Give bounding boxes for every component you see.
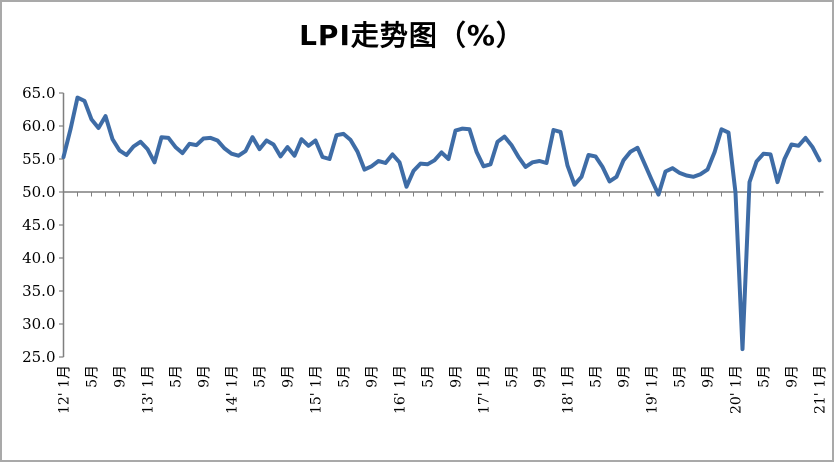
x-axis-tick-label: 20' 1月 — [729, 365, 745, 414]
y-axis-tick-label: 65.0 — [22, 84, 55, 102]
x-axis-tick-label: 5月 — [505, 365, 521, 388]
y-axis-tick-label: 25.0 — [22, 348, 55, 366]
x-axis-tick-label: 5月 — [421, 365, 437, 388]
chart-title: LPI走势图（%） — [299, 19, 525, 52]
x-axis-tick-label: 19' 1月 — [645, 365, 661, 414]
x-axis-tick-label: 5月 — [673, 365, 689, 388]
y-axis-tick-label: 40.0 — [22, 249, 55, 267]
x-axis-tick-label: 9月 — [701, 365, 717, 388]
x-axis-tick-label: 5月 — [337, 365, 353, 388]
x-axis-tick-label: 9月 — [365, 365, 381, 388]
x-axis-tick-label: 12' 1月 — [57, 365, 73, 414]
x-axis-tick-label: 9月 — [617, 365, 633, 388]
y-axis-tick-label: 45.0 — [22, 216, 55, 234]
x-axis-tick-label: 5月 — [253, 365, 269, 388]
x-axis-tick-label: 21' 1月 — [813, 365, 829, 414]
x-axis-tick-label: 17' 1月 — [477, 365, 493, 414]
x-axis-tick-label: 9月 — [785, 365, 801, 388]
x-axis-tick-label: 9月 — [449, 365, 465, 388]
x-axis-tick-label: 5月 — [169, 365, 185, 388]
x-axis-tick-label: 9月 — [113, 365, 129, 388]
lpi-series-line — [61, 95, 822, 352]
x-axis-tick-label: 9月 — [533, 365, 549, 388]
x-axis-tick-label: 5月 — [757, 365, 773, 388]
x-axis-tick-label: 14' 1月 — [225, 365, 241, 414]
x-axis-tick-label: 9月 — [197, 365, 213, 388]
y-axis-tick-label: 30.0 — [22, 315, 55, 333]
x-axis-tick-label: 13' 1月 — [141, 365, 157, 414]
y-axis-tick-label: 55.0 — [22, 150, 55, 168]
x-axis-tick-label: 5月 — [85, 365, 101, 388]
x-axis-tick-label: 9月 — [281, 365, 297, 388]
x-axis-tick-label: 15' 1月 — [309, 365, 325, 414]
y-axis-tick-label: 50.0 — [22, 183, 55, 201]
y-axis-tick-label: 60.0 — [22, 117, 55, 135]
x-axis-tick-label: 16' 1月 — [393, 365, 409, 414]
x-axis-tick-label: 18' 1月 — [561, 365, 577, 414]
y-axis-tick-label: 35.0 — [22, 282, 55, 300]
x-axis-tick-label: 5月 — [589, 365, 605, 388]
